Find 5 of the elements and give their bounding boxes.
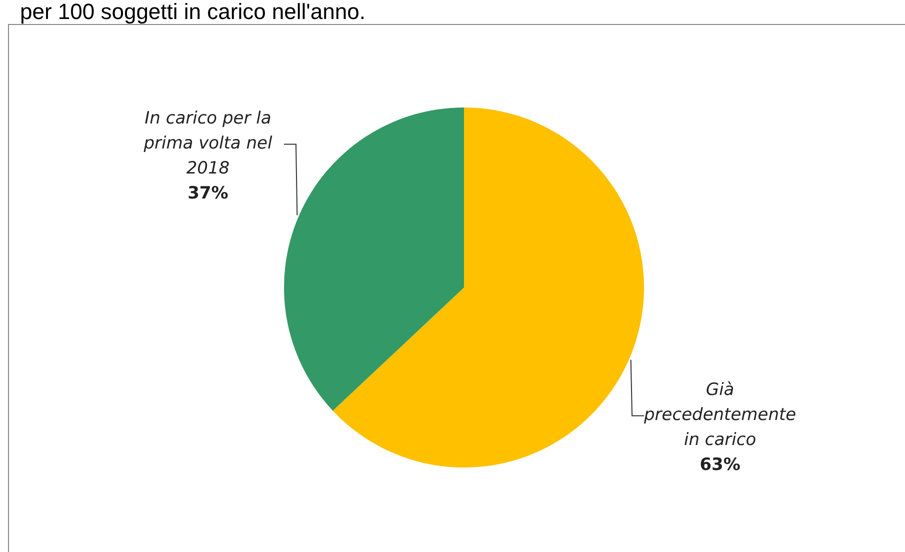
slice-label: Già precedentemente in carico	[642, 380, 796, 450]
data-label: 37%	[188, 184, 228, 204]
slice-label: In carico per la prima volta nel 2018	[142, 108, 272, 179]
chart-title: per 100 soggetti in carico nell'anno.	[20, 0, 366, 24]
data-label: 63%	[700, 455, 740, 476]
